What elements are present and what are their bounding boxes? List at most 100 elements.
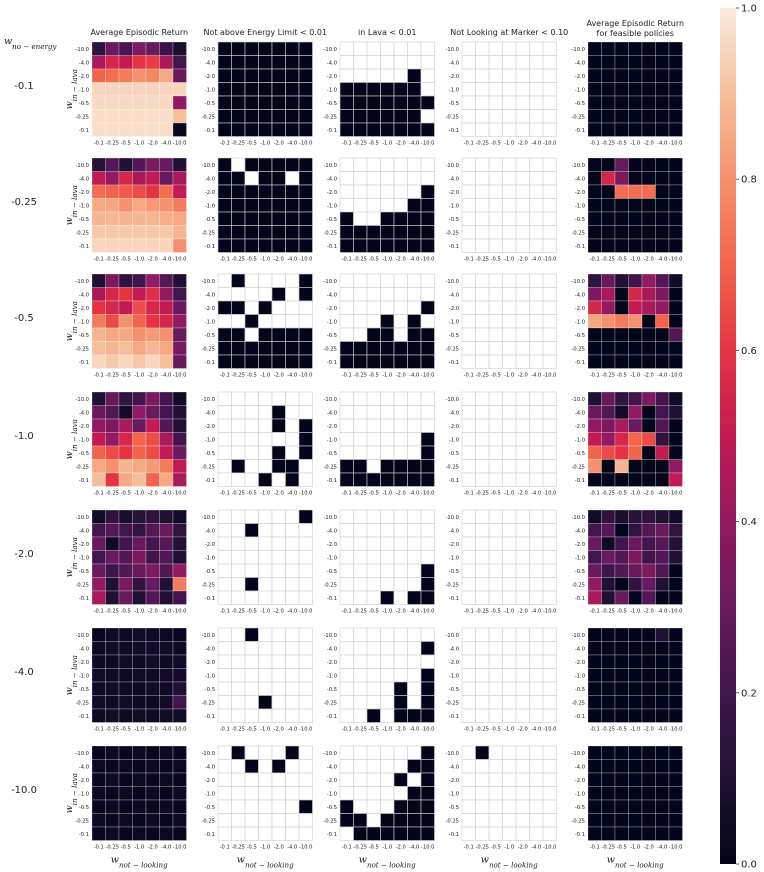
heatmap-cell bbox=[172, 523, 187, 538]
heatmap-cell bbox=[641, 641, 656, 656]
heatmap-cell bbox=[655, 95, 670, 110]
heatmap-cell bbox=[655, 627, 670, 642]
y-tick-label: -4.0 bbox=[575, 528, 585, 534]
heatmap-cell bbox=[515, 563, 530, 578]
heatmap-cell bbox=[339, 826, 354, 841]
heatmap-cell bbox=[542, 799, 557, 814]
x-tick-label: -0.1 bbox=[464, 257, 474, 263]
heatmap-cell bbox=[641, 41, 656, 56]
heatmap-cell bbox=[231, 273, 246, 288]
heatmap-cell bbox=[587, 509, 602, 524]
heatmap-cell bbox=[502, 668, 517, 683]
heatmap-panel-r6-c0: -10.0-4.0-2.0-1.0-0.5-0.25-0.1-0.1 -0.25-… bbox=[76, 745, 187, 851]
heatmap-cell bbox=[132, 41, 147, 56]
y-tick-label: -4.0 bbox=[575, 764, 585, 770]
x-tick-label: -0.1 bbox=[590, 609, 600, 615]
heatmap-cell bbox=[118, 354, 133, 369]
heatmap-cell bbox=[217, 95, 232, 110]
heatmap-cell bbox=[105, 225, 120, 240]
x-tick-label: -4.0 bbox=[531, 727, 541, 733]
y-tick-label: -0.25 bbox=[572, 582, 585, 588]
heatmap-cell bbox=[105, 41, 120, 56]
y-tick-label: -0.25 bbox=[446, 346, 459, 352]
heatmap-cell bbox=[407, 41, 422, 56]
heatmap-cell bbox=[393, 813, 408, 828]
heatmap-cell bbox=[641, 813, 656, 828]
y-tick-label: -2.0 bbox=[79, 542, 89, 548]
heatmap-panel-r5-c3: -10.0-4.0-2.0-1.0-0.5-0.25-0.1-0.1 -0.25-… bbox=[446, 627, 557, 733]
heatmap-cell bbox=[475, 55, 490, 70]
heatmap-cell bbox=[231, 82, 246, 97]
heatmap-cell bbox=[407, 109, 422, 124]
heatmap-cell bbox=[380, 354, 395, 369]
heatmap-cell bbox=[628, 668, 643, 683]
heatmap-cell bbox=[461, 198, 476, 213]
heatmap-cell bbox=[668, 536, 683, 551]
heatmap-cell bbox=[298, 55, 313, 70]
heatmap-cell bbox=[118, 459, 133, 474]
heatmap-cell bbox=[271, 405, 286, 420]
heatmap-cell bbox=[529, 109, 544, 124]
heatmap-cell bbox=[145, 109, 160, 124]
heatmap-cell bbox=[271, 418, 286, 433]
heatmap-cell bbox=[217, 627, 232, 642]
y-tick-label: -0.25 bbox=[202, 582, 215, 588]
heatmap-cell bbox=[407, 55, 422, 70]
x-tick-label: -0.1 bbox=[342, 491, 352, 497]
heatmap-cell bbox=[339, 327, 354, 342]
heatmap-cell bbox=[91, 590, 106, 605]
x-tick-label: -2.0 bbox=[148, 141, 158, 147]
heatmap-cell bbox=[380, 341, 395, 356]
heatmap-cell bbox=[420, 563, 435, 578]
heatmap-cell bbox=[601, 184, 616, 199]
heatmap-cell bbox=[298, 445, 313, 460]
heatmap-cell bbox=[601, 509, 616, 524]
heatmap-cell bbox=[420, 472, 435, 487]
heatmap-cell bbox=[475, 273, 490, 288]
heatmap-cell bbox=[132, 157, 147, 172]
heatmap-cell bbox=[475, 95, 490, 110]
x-tick-label: -10.0 bbox=[669, 141, 682, 147]
heatmap-cell bbox=[655, 590, 670, 605]
x-axis-label: wnot − looking bbox=[607, 855, 664, 870]
heatmap-cell bbox=[668, 287, 683, 302]
heatmap-cell bbox=[515, 405, 530, 420]
heatmap-cell bbox=[118, 550, 133, 565]
heatmap-cell bbox=[159, 826, 174, 841]
heatmap-cell bbox=[614, 523, 629, 538]
heatmap-cell bbox=[244, 341, 259, 356]
heatmap-cell bbox=[668, 184, 683, 199]
x-tick-label: -4.0 bbox=[161, 141, 171, 147]
heatmap-cell bbox=[285, 405, 300, 420]
heatmap-cell bbox=[668, 563, 683, 578]
heatmap-cell bbox=[91, 759, 106, 774]
heatmap-cell bbox=[475, 327, 490, 342]
heatmap-cell bbox=[542, 225, 557, 240]
heatmap-cell bbox=[380, 109, 395, 124]
heatmap-cell bbox=[339, 341, 354, 356]
heatmap-cell bbox=[502, 745, 517, 760]
heatmap-cell bbox=[515, 745, 530, 760]
heatmap-cell bbox=[145, 273, 160, 288]
heatmap-cell bbox=[380, 287, 395, 302]
heatmap-cell bbox=[587, 472, 602, 487]
heatmap-cell bbox=[668, 418, 683, 433]
heatmap-cell bbox=[668, 238, 683, 253]
y-tick-label: -0.5 bbox=[327, 451, 337, 457]
heatmap-cell bbox=[271, 590, 286, 605]
heatmap-cell bbox=[488, 157, 503, 172]
heatmap-cell bbox=[502, 432, 517, 447]
column-title-4-0: Average Episodic Return bbox=[586, 19, 684, 28]
heatmap-cell bbox=[655, 459, 670, 474]
heatmap-cell bbox=[529, 590, 544, 605]
heatmap-cell bbox=[298, 184, 313, 199]
heatmap-cell bbox=[628, 405, 643, 420]
heatmap-cell bbox=[515, 122, 530, 137]
y-axis-label: win − lava bbox=[64, 655, 79, 695]
heatmap-cell bbox=[393, 536, 408, 551]
heatmap-cell bbox=[217, 695, 232, 710]
heatmap-cell bbox=[628, 391, 643, 406]
heatmap-cell bbox=[380, 509, 395, 524]
heatmap-cell bbox=[420, 41, 435, 56]
heatmap-cell bbox=[145, 211, 160, 226]
